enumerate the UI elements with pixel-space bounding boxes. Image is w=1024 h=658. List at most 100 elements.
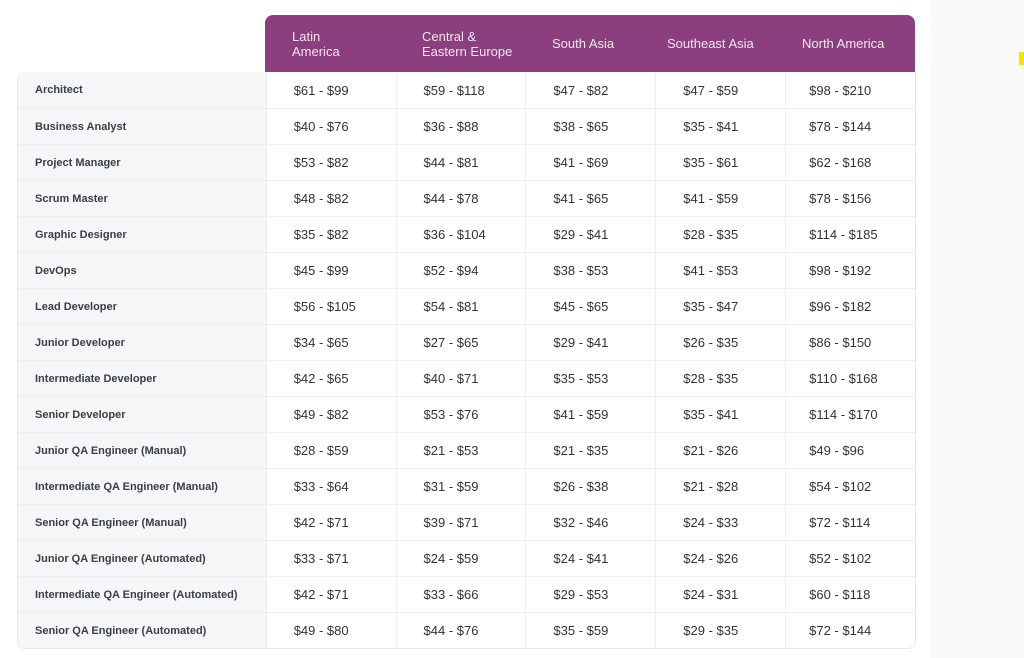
table-row: Business Analyst $40 - $76 $36 - $88 $38 - … bbox=[18, 108, 915, 144]
table-row: Graphic Designer $35 - $82 $36 - $104 $29 -… bbox=[18, 216, 915, 252]
table-row: Junior Developer $34 - $65 $27 - $65 $29 - … bbox=[18, 324, 915, 360]
rate-cell: $47 - $59 bbox=[655, 72, 785, 108]
role-label: Senior QA Engineer (Manual) bbox=[18, 505, 266, 540]
table-row: Scrum Master $48 - $82 $44 - $78 $41 - $65 $… bbox=[18, 180, 915, 216]
rate-cell: $40 - $71 bbox=[395, 361, 526, 396]
rate-cell: $38 - $53 bbox=[525, 253, 655, 288]
header-north-america: North America bbox=[802, 36, 885, 51]
rate-cell: $54 - $102 bbox=[785, 469, 915, 504]
header-south-asia: South Asia bbox=[552, 36, 615, 51]
table-row: Junior QA Engineer (Manual) $28 - $59 $21 … bbox=[18, 432, 915, 468]
rate-cell: $31 - $59 bbox=[395, 469, 526, 504]
rate-cell: $34 - $65 bbox=[265, 325, 396, 360]
rate-cell: $59 - $118 bbox=[395, 72, 526, 108]
rate-cell: $40 - $76 bbox=[265, 109, 396, 144]
rate-cell: $53 - $76 bbox=[395, 397, 526, 432]
rate-cell: $29 - $41 bbox=[525, 217, 655, 252]
rate-cell: $36 - $88 bbox=[395, 109, 526, 144]
rate-cell: $38 - $65 bbox=[525, 109, 655, 144]
table-row: Senior QA Engineer (Manual) $42 - $71 $39 … bbox=[18, 504, 915, 540]
rate-cell: $47 - $82 bbox=[525, 72, 655, 108]
rate-cell: $48 - $82 bbox=[265, 181, 396, 216]
rate-cell: $72 - $114 bbox=[785, 505, 915, 540]
role-label: Junior Developer bbox=[18, 325, 266, 360]
table-row: Intermediate QA Engineer (Manual) $33 - $… bbox=[18, 468, 915, 504]
table-row: Architect $61 - $99 $59 - $118 $47 - $82 $47… bbox=[18, 72, 915, 108]
rate-cell: $44 - $78 bbox=[395, 181, 526, 216]
rate-cell: $33 - $66 bbox=[395, 577, 526, 612]
rate-cell: $27 - $65 bbox=[395, 325, 526, 360]
role-label: Intermediate QA Engineer (Manual) bbox=[18, 469, 266, 504]
rate-cell: $60 - $118 bbox=[785, 577, 915, 612]
rate-cell: $29 - $41 bbox=[525, 325, 655, 360]
rate-cell: $42 - $71 bbox=[265, 505, 396, 540]
table-row: Lead Developer $56 - $105 $54 - $81 $45 - $… bbox=[18, 288, 915, 324]
rate-cell: $98 - $192 bbox=[785, 253, 915, 288]
rate-cell: $78 - $144 bbox=[785, 109, 915, 144]
rate-cell: $41 - $59 bbox=[525, 397, 655, 432]
role-label: Scrum Master bbox=[18, 181, 266, 216]
role-label: Senior Developer bbox=[18, 397, 266, 432]
rate-cell: $35 - $53 bbox=[525, 361, 655, 396]
rate-cell: $28 - $35 bbox=[655, 361, 785, 396]
header-southeast-asia: Southeast Asia bbox=[667, 36, 754, 51]
rate-cell: $53 - $82 bbox=[265, 145, 396, 180]
rate-cell: $29 - $35 bbox=[655, 613, 785, 648]
yellow-marker bbox=[1019, 52, 1024, 65]
rate-cell: $24 - $59 bbox=[395, 541, 526, 576]
rate-cell: $35 - $47 bbox=[655, 289, 785, 324]
rate-cell: $35 - $61 bbox=[655, 145, 785, 180]
rate-cell: $35 - $59 bbox=[525, 613, 655, 648]
table-row: Intermediate Developer $42 - $65 $40 - $71… bbox=[18, 360, 915, 396]
rate-cell: $56 - $105 bbox=[265, 289, 396, 324]
role-label: Intermediate Developer bbox=[18, 361, 266, 396]
rate-cell: $61 - $99 bbox=[265, 72, 396, 108]
rate-cell: $45 - $99 bbox=[265, 253, 396, 288]
table-row: Project Manager $53 - $82 $44 - $81 $41 - $… bbox=[18, 144, 915, 180]
rate-cell: $72 - $144 bbox=[785, 613, 915, 648]
role-label: Graphic Designer bbox=[18, 217, 266, 252]
role-label: Senior QA Engineer (Automated) bbox=[18, 613, 266, 648]
role-label: Junior QA Engineer (Automated) bbox=[18, 541, 266, 576]
rate-cell: $26 - $38 bbox=[525, 469, 655, 504]
rate-cell: $24 - $41 bbox=[525, 541, 655, 576]
rate-cell: $114 - $185 bbox=[785, 217, 915, 252]
rate-cell: $52 - $94 bbox=[395, 253, 526, 288]
rate-cell: $21 - $53 bbox=[395, 433, 526, 468]
role-label: Junior QA Engineer (Manual) bbox=[18, 433, 266, 468]
role-label: Intermediate QA Engineer (Automated) bbox=[18, 577, 266, 612]
rate-cell: $33 - $71 bbox=[265, 541, 396, 576]
rate-cell: $49 - $80 bbox=[265, 613, 396, 648]
role-label: DevOps bbox=[18, 253, 266, 288]
rates-table: Architect $61 - $99 $59 - $118 $47 - $82 $47… bbox=[17, 72, 916, 649]
rate-cell: $96 - $182 bbox=[785, 289, 915, 324]
rate-cell: $35 - $41 bbox=[655, 397, 785, 432]
rate-cell: $41 - $65 bbox=[525, 181, 655, 216]
rate-cell: $36 - $104 bbox=[395, 217, 526, 252]
rate-cell: $49 - $82 bbox=[265, 397, 396, 432]
rate-cell: $33 - $64 bbox=[265, 469, 396, 504]
table-row: Intermediate QA Engineer (Automated) $42 … bbox=[18, 576, 915, 612]
rate-cell: $21 - $26 bbox=[655, 433, 785, 468]
rate-cell: $28 - $59 bbox=[265, 433, 396, 468]
rate-cell: $26 - $35 bbox=[655, 325, 785, 360]
rate-cell: $41 - $59 bbox=[655, 181, 785, 216]
role-label: Project Manager bbox=[18, 145, 266, 180]
rate-cell: $42 - $71 bbox=[265, 577, 396, 612]
table-row: Senior Developer $49 - $82 $53 - $76 $41 - … bbox=[18, 396, 915, 432]
rate-cell: $98 - $210 bbox=[785, 72, 915, 108]
header-latin-america: Latin America bbox=[292, 28, 340, 59]
rate-cell: $35 - $82 bbox=[265, 217, 396, 252]
rate-cell: $29 - $53 bbox=[525, 577, 655, 612]
rate-cell: $110 - $168 bbox=[785, 361, 915, 396]
rate-cell: $41 - $53 bbox=[655, 253, 785, 288]
header-central-eastern-europe: Central & Eastern Europe bbox=[422, 28, 513, 59]
rate-cell: $21 - $28 bbox=[655, 469, 785, 504]
rate-cell: $42 - $65 bbox=[265, 361, 396, 396]
role-label: Architect bbox=[18, 72, 266, 108]
rate-cell: $21 - $35 bbox=[525, 433, 655, 468]
rate-cell: $24 - $31 bbox=[655, 577, 785, 612]
rate-cell: $32 - $46 bbox=[525, 505, 655, 540]
role-label: Lead Developer bbox=[18, 289, 266, 324]
rate-cell: $86 - $150 bbox=[785, 325, 915, 360]
